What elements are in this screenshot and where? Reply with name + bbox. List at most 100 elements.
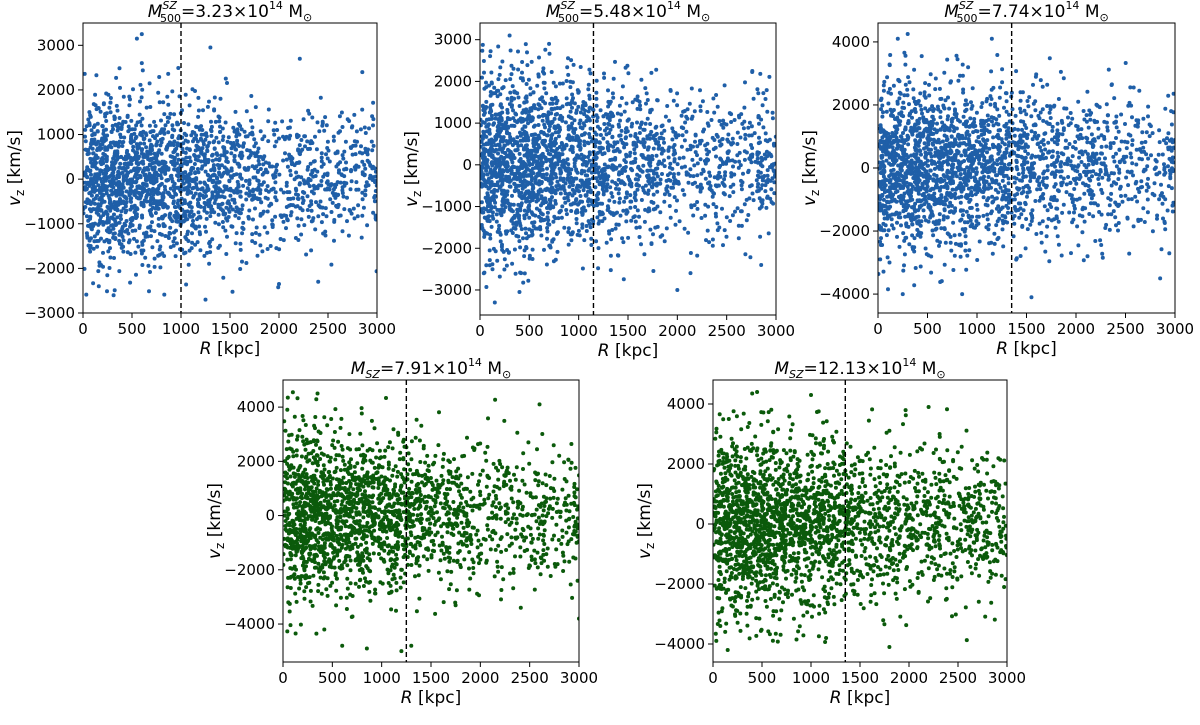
data-point [687,181,691,185]
data-point [520,164,524,168]
data-point [566,198,570,202]
data-point [248,178,252,182]
data-point [277,137,281,141]
data-point [487,186,491,190]
data-point [317,203,321,207]
data-point [627,117,631,121]
data-point [238,242,242,246]
data-point [115,200,119,204]
data-point [583,155,587,159]
data-point [620,96,624,100]
data-point [726,133,730,137]
data-point [184,93,188,97]
data-point [588,135,592,139]
data-point [107,106,111,110]
data-point [650,242,654,246]
data-point [121,120,125,124]
data-point [522,254,526,258]
data-point [344,140,348,144]
data-point [170,89,174,93]
data-point [536,107,540,111]
data-point [542,248,546,252]
data-point [121,250,125,254]
data-point [258,233,262,237]
data-point [560,164,564,168]
data-point [572,63,576,67]
data-point [99,237,103,241]
data-point [914,266,918,270]
data-point [559,192,563,196]
data-point [199,159,203,163]
data-point [484,169,488,173]
data-point [581,107,585,111]
data-point [692,163,696,167]
data-point [623,110,627,114]
data-point [735,142,739,146]
data-point [743,252,747,256]
data-point [253,154,257,158]
data-point [715,133,719,137]
data-point [317,183,321,187]
data-point [566,195,570,199]
data-point [341,191,345,195]
data-point [347,234,351,238]
x-tick-label: 2000 [260,320,298,338]
data-point [250,125,254,129]
data-point [232,173,236,177]
data-point [326,179,330,183]
data-point [152,120,156,124]
data-point [542,81,546,85]
data-point [552,126,556,130]
data-point [162,195,166,199]
data-point [239,248,243,252]
data-point [102,137,106,141]
data-point [576,188,580,192]
data-point [160,127,164,131]
x-tick-label: 500 [118,320,147,338]
data-point [763,189,767,193]
data-point [489,103,493,107]
data-point [236,208,240,212]
data-point [249,151,253,155]
data-point [494,148,498,152]
data-point [496,89,500,93]
data-point [154,211,158,215]
data-point [622,200,626,204]
data-point [183,219,187,223]
data-point [543,218,547,222]
data-point [621,240,625,244]
data-point [196,187,200,191]
data-point [482,173,486,177]
data-point [610,135,614,139]
data-point [899,223,903,227]
data-point [266,139,270,143]
data-point [238,194,242,198]
data-point [296,149,300,153]
data-point [172,112,176,116]
y-tick-label: −1000 [24,215,75,233]
data-point [108,256,112,260]
data-point [675,103,679,107]
data-point [158,100,162,104]
data-point [187,183,191,187]
data-point [171,195,175,199]
data-point [502,250,506,254]
data-point [227,179,231,183]
data-point [624,165,628,169]
data-point [625,208,629,212]
data-point [154,207,158,211]
data-point [312,184,316,188]
data-point [1040,241,1044,245]
y-tick-label: −2000 [24,259,75,277]
data-point [311,216,315,220]
data-point [524,231,528,235]
data-point [665,226,669,230]
data-point [700,139,704,143]
data-point [235,139,239,143]
data-point [286,165,290,169]
data-point [299,206,303,210]
data-point [728,111,732,115]
data-point [740,122,744,126]
data-point [98,221,102,225]
data-point [176,169,180,173]
